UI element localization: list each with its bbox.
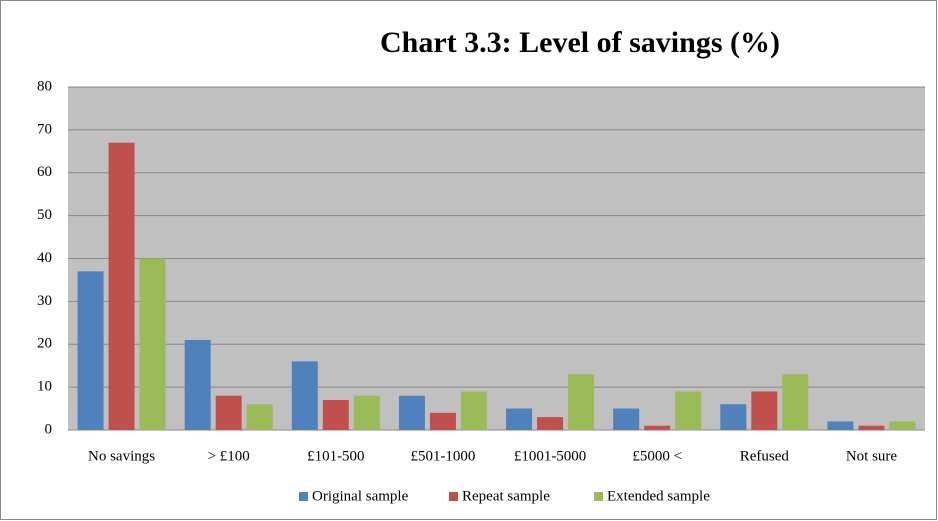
x-tick-label: £1001-5000 — [514, 448, 587, 464]
bar — [322, 399, 349, 430]
bar — [139, 258, 166, 430]
y-tick-label: 70 — [37, 121, 52, 137]
x-tick-label: £5000 < — [632, 448, 682, 464]
bar — [460, 391, 487, 430]
bar — [568, 374, 595, 430]
bar — [720, 404, 747, 430]
legend-swatch — [594, 492, 603, 501]
y-tick-label: 40 — [37, 250, 52, 266]
bar — [77, 271, 104, 430]
bar — [644, 425, 671, 430]
legend-label: Extended sample — [607, 488, 710, 504]
y-tick-label: 60 — [37, 164, 52, 180]
bar — [675, 391, 702, 430]
legend-label: Repeat sample — [462, 488, 550, 504]
bar — [398, 395, 425, 430]
bar — [291, 361, 318, 430]
x-tick-label: Not sure — [846, 448, 898, 464]
bar — [429, 412, 456, 430]
bar — [751, 391, 778, 430]
y-tick-label: 80 — [37, 78, 52, 94]
bar — [184, 339, 211, 430]
x-tick-label: Refused — [740, 448, 790, 464]
bar — [613, 408, 640, 430]
bar — [506, 408, 533, 430]
bar — [537, 417, 564, 430]
y-tick-label: 30 — [37, 293, 52, 309]
x-tick-label: £101-500 — [307, 448, 365, 464]
bar — [827, 421, 854, 430]
bar — [353, 395, 380, 430]
x-tick-label: No savings — [88, 448, 155, 464]
bar — [215, 395, 242, 430]
legend-swatch — [299, 492, 308, 501]
y-tick-label: 20 — [37, 336, 52, 352]
bar — [858, 425, 885, 430]
y-tick-label: 0 — [45, 421, 53, 437]
x-tick-label: £501-1000 — [410, 448, 475, 464]
chart-title: Chart 3.3: Level of savings (%) — [380, 26, 780, 59]
bar — [782, 374, 809, 430]
y-tick-label: 50 — [37, 207, 52, 223]
legend-swatch — [449, 492, 458, 501]
bar — [889, 421, 916, 430]
legend-label: Original sample — [312, 488, 409, 504]
y-tick-label: 10 — [37, 379, 52, 395]
x-tick-label: > £100 — [208, 448, 250, 464]
bar — [246, 404, 273, 430]
bar — [108, 142, 135, 431]
